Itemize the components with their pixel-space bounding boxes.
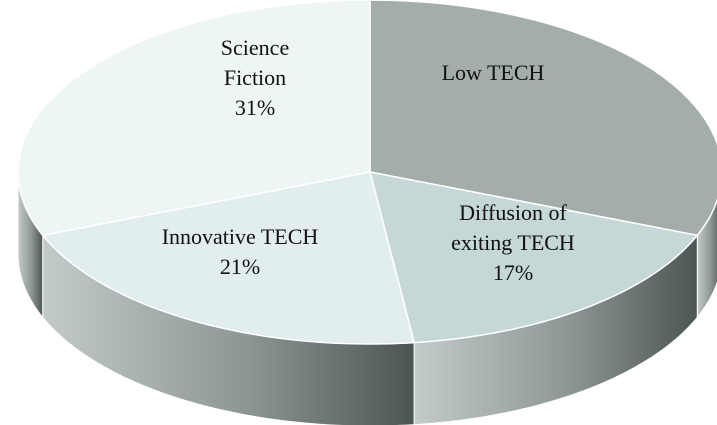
slice-label: Low TECH: [403, 58, 583, 88]
slice-label: Diffusion of exiting TECH 17%: [433, 198, 593, 288]
slice-label: Science Fiction 31%: [195, 33, 315, 123]
slice-label: Innovative TECH 21%: [150, 222, 330, 282]
category-label: Diffusion of exiting TECH: [451, 200, 575, 255]
category-label: Low TECH: [441, 60, 545, 85]
slice: [369, 0, 717, 237]
category-label: Innovative TECH: [161, 224, 319, 249]
slice: [41, 171, 416, 345]
value-label: 21%: [219, 254, 261, 279]
value-label: 17%: [492, 260, 534, 285]
slice: [17, 0, 371, 237]
slice: [368, 171, 699, 344]
value-label: 31%: [234, 95, 276, 120]
category-label: Science Fiction: [220, 35, 290, 90]
